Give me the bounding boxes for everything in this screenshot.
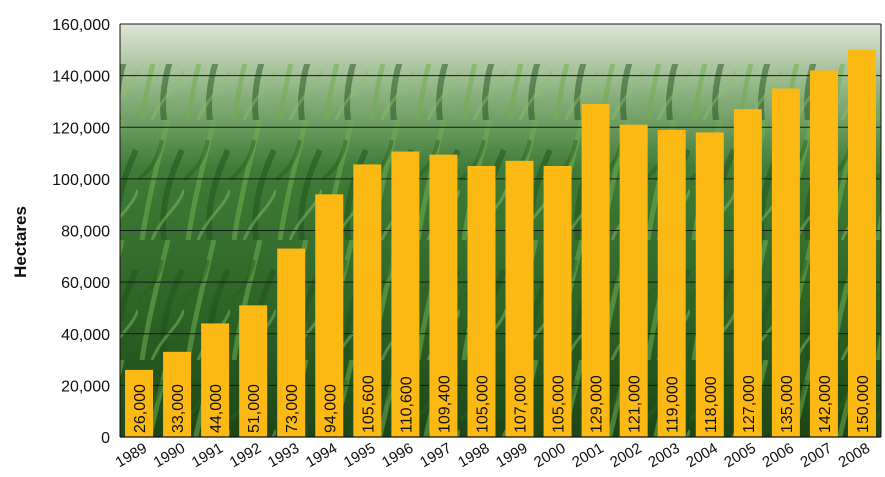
y-axis-label: Hectares (11, 206, 30, 278)
bar-value-label: 107,000 (513, 375, 530, 433)
bar (733, 109, 762, 438)
x-tick-label: 2002 (607, 440, 644, 471)
bar-value-label: 121,000 (627, 375, 644, 433)
bar (353, 164, 382, 438)
x-tick-label: 1989 (113, 440, 150, 471)
bar-value-label: 44,000 (208, 384, 225, 433)
bars: 26,000 33,000 44,000 51,000 73,000 94,000 105,… (125, 49, 876, 438)
x-tick-label: 1991 (189, 440, 226, 471)
bar-value-label: 105,000 (474, 375, 491, 433)
y-tick-label: 20,000 (61, 378, 110, 395)
x-tick-label: 1990 (151, 440, 188, 471)
foliage-texture (120, 64, 881, 437)
y-tick-labels: 0 20,000 40,000 60,000 80,000 100,000 120,000 1… (52, 17, 110, 447)
x-tick-label: 2006 (759, 440, 796, 471)
bar-value-label: 94,000 (322, 384, 339, 433)
x-tick-label: 1998 (455, 440, 492, 471)
x-tick-label: 1999 (493, 440, 530, 471)
y-tick-label: 120,000 (52, 120, 110, 137)
axes (119, 24, 882, 438)
x-tick-label: 1997 (417, 440, 454, 471)
bar-value-label: 109,400 (436, 375, 453, 433)
bar (619, 124, 648, 437)
bar (771, 88, 800, 437)
bar (543, 165, 572, 437)
bar (505, 160, 534, 437)
bar (695, 132, 724, 437)
bar-value-label: 150,000 (855, 375, 872, 433)
y-tick-label: 60,000 (61, 275, 110, 292)
bar-value-label: 135,000 (779, 375, 796, 433)
bar (657, 129, 686, 438)
y-tick-label: 160,000 (52, 17, 110, 34)
bar-value-label: 105,000 (551, 375, 568, 433)
bar-value-label: 33,000 (170, 384, 187, 433)
bar-value-label: 110,600 (398, 376, 415, 433)
y-tick-label: 80,000 (61, 224, 110, 241)
bar (847, 49, 876, 437)
bar (391, 151, 420, 438)
bar (163, 351, 192, 437)
x-tick-label: 1992 (227, 440, 264, 471)
bar-value-label: 118,000 (703, 376, 720, 433)
bar (809, 70, 838, 438)
bar (125, 369, 154, 437)
x-tick-label: 2005 (721, 440, 758, 471)
bar (239, 305, 268, 437)
bar (581, 104, 610, 438)
x-tick-label: 1995 (341, 440, 378, 471)
bar-value-label: 73,000 (284, 384, 301, 433)
bar-value-label: 105,600 (360, 375, 377, 433)
bar (201, 323, 230, 437)
bar (277, 248, 306, 437)
bar-value-label: 26,000 (132, 384, 149, 433)
x-tick-label: 2004 (683, 440, 720, 471)
x-tick-label: 1996 (379, 440, 416, 471)
x-tick-label: 2000 (531, 440, 568, 471)
y-tick-label: 140,000 (52, 69, 110, 86)
y-tick-label: 0 (101, 430, 110, 447)
bar-value-label: 127,000 (741, 375, 758, 433)
bar-value-label: 142,000 (817, 375, 834, 433)
bar (467, 165, 496, 437)
bar-value-label: 129,000 (589, 375, 606, 433)
x-tick-label: 2008 (836, 440, 873, 471)
x-tick-label: 1994 (303, 440, 340, 471)
x-tick-label: 2003 (645, 440, 682, 471)
bar-value-label: 51,000 (246, 384, 263, 433)
bar-value-label: 119,000 (665, 376, 682, 433)
x-tick-label: 2001 (569, 440, 606, 471)
x-tick-label: 2007 (798, 440, 835, 471)
x-tick-label: 1993 (265, 440, 302, 471)
x-tick-labels: 1989 1990 1991 1992 1993 1994 1995 1996 1997 1998… (113, 440, 873, 471)
bar (429, 154, 458, 437)
y-tick-label: 40,000 (61, 327, 110, 344)
y-tick-label: 100,000 (52, 172, 110, 189)
bar (315, 194, 344, 437)
